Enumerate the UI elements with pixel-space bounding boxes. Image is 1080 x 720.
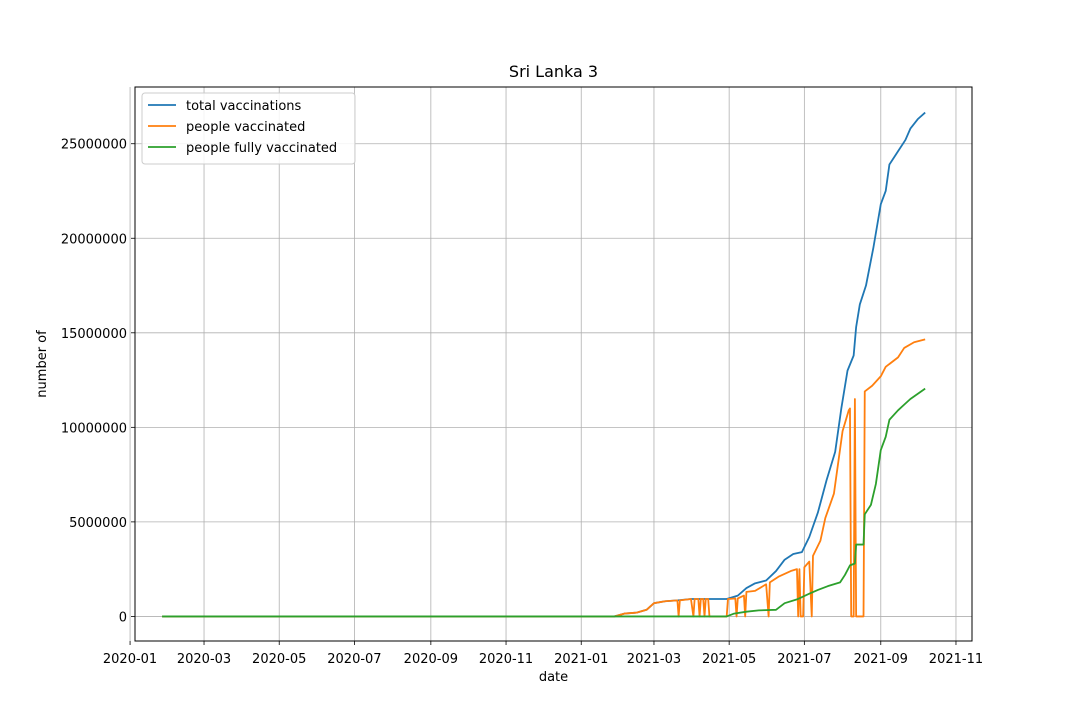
y-tick-label: 0	[119, 610, 127, 625]
series-line-people-fully-vaccinated	[162, 387, 926, 618]
x-tick-label: 2021-09	[854, 652, 908, 667]
plot-frame	[134, 86, 973, 642]
x-tick-label: 2021-01	[554, 652, 608, 667]
x-tick-label: 2020-05	[252, 652, 306, 667]
grid	[129, 87, 972, 641]
legend: total vaccinations people vaccinated peopl…	[141, 92, 356, 165]
y-axis-ticks: 0 5000000 10000000 15000000 20000000 25000000	[61, 138, 135, 625]
legend-label: people fully vaccinated	[186, 141, 337, 156]
series-line-people-vaccinated	[162, 338, 926, 618]
x-tick-label: 2020-11	[479, 652, 533, 667]
y-axis-label: number of	[35, 330, 50, 398]
y-tick-label: 10000000	[61, 421, 127, 436]
series-lines	[162, 111, 926, 618]
legend-box	[141, 92, 356, 165]
x-tick-label: 2021-03	[627, 652, 681, 667]
y-tick-label: 20000000	[61, 232, 127, 247]
x-axis-ticks: 2020-01 2020-03 2020-05 2020-07 2020-09 2020-…	[103, 641, 983, 667]
x-axis-label: date	[539, 670, 568, 685]
x-tick-label: 2020-01	[103, 652, 157, 667]
legend-label: people vaccinated	[186, 120, 305, 135]
legend-label: total vaccinations	[186, 99, 302, 114]
x-tick-label: 2020-03	[177, 652, 231, 667]
y-tick-label: 15000000	[61, 327, 127, 342]
x-tick-label: 2021-05	[702, 652, 756, 667]
x-tick-label: 2021-11	[929, 652, 983, 667]
y-tick-label: 5000000	[69, 516, 127, 531]
y-tick-label: 25000000	[61, 138, 127, 153]
chart-title: Sri Lanka 3	[509, 62, 598, 81]
x-tick-label: 2020-07	[327, 652, 381, 667]
x-tick-label: 2020-09	[404, 652, 458, 667]
x-tick-label: 2021-07	[777, 652, 831, 667]
